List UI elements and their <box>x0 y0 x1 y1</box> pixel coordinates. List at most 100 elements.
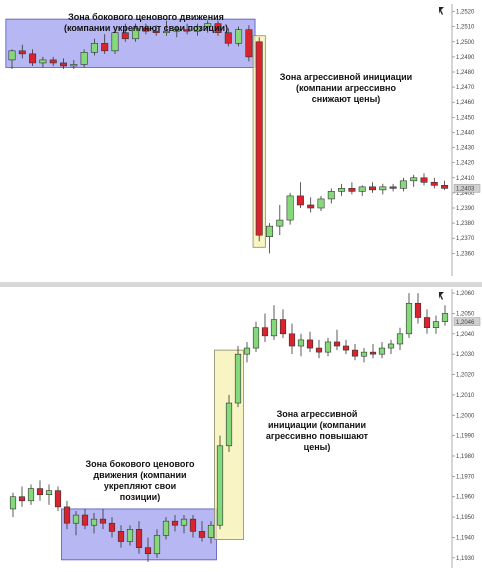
price-tick-label: 1,2400 <box>456 191 475 197</box>
candle-body <box>245 29 253 58</box>
price-tick-label: 1,1970 <box>456 474 475 480</box>
candle-body <box>101 42 109 52</box>
current-price-label: 1,2046 <box>456 320 475 326</box>
price-tick-label: 1,2520 <box>456 10 475 16</box>
candle-body <box>153 535 161 555</box>
candle-body <box>441 185 449 189</box>
candle-body <box>111 32 119 52</box>
candle-body <box>225 402 233 447</box>
candle-body <box>378 347 386 355</box>
candle-body <box>270 319 278 337</box>
price-tick-label: 1,1940 <box>456 535 475 541</box>
candle-body <box>81 514 89 526</box>
candle-body <box>432 321 440 328</box>
price-tick-label: 1,1950 <box>456 515 475 521</box>
candle-body <box>307 204 315 209</box>
candle-body <box>198 531 206 538</box>
annotation-text: (компании агрессивно <box>296 83 397 93</box>
candle-body <box>144 547 152 555</box>
candle-body <box>8 50 16 61</box>
candle-body <box>252 327 260 349</box>
candle-body <box>405 302 413 335</box>
price-tick-label: 1,2040 <box>456 332 475 338</box>
annotation-text: движения (компании <box>93 470 186 480</box>
annotation-text: позиции) <box>120 492 160 502</box>
candlestick-chart-2: 1,2060 1,2050 1,2040 1,2030 1,2020 1,2010 1,20… <box>9 289 481 568</box>
candle-body <box>135 529 143 548</box>
annotation-text: агрессивно повышают <box>266 431 369 441</box>
candle-body <box>39 59 47 64</box>
candle-body <box>180 518 188 526</box>
price-tick-label: 1,2450 <box>456 115 475 121</box>
annotation-text: Зона бокового ценового движения <box>68 12 224 22</box>
candle-body <box>317 198 325 209</box>
price-tick-label: 1,2510 <box>456 25 475 31</box>
candle-body <box>342 345 350 351</box>
candle-body <box>389 186 397 189</box>
candle-body <box>360 351 368 357</box>
price-tick-label: 1,1930 <box>456 556 475 562</box>
price-tick-label: 1,2000 <box>456 413 475 419</box>
candle-body <box>204 23 212 27</box>
candle-body <box>126 529 134 542</box>
candle-body <box>399 180 407 189</box>
candle-body <box>45 490 53 495</box>
candle-body <box>36 488 44 495</box>
price-tick-label: 1,2410 <box>456 176 475 182</box>
candle-body <box>315 347 323 353</box>
annotation-text: (компании укрепляют свои позиции) <box>64 23 228 33</box>
candle-body <box>396 333 404 345</box>
annotation-text: укрепляют свои <box>104 481 176 491</box>
price-tick-label: 1,2430 <box>456 146 475 152</box>
candle-body <box>9 496 17 510</box>
candle-body <box>18 50 26 55</box>
annotation-text: Зона агрессивной инициации <box>280 72 412 82</box>
candle-body <box>358 186 366 192</box>
price-tick-label: 1,2060 <box>456 291 475 297</box>
candle-body <box>18 496 26 502</box>
candle-body <box>414 302 422 318</box>
candle-body <box>420 177 428 183</box>
candle-body <box>49 59 57 64</box>
candle-body <box>369 186 376 191</box>
candle-body <box>173 29 181 32</box>
price-tick-label: 1,1990 <box>456 434 475 440</box>
candle-body <box>324 341 332 353</box>
candle-body <box>387 343 395 349</box>
candle-body <box>142 27 150 32</box>
candle-body <box>108 522 116 532</box>
cursor-icon <box>439 292 444 300</box>
candle-body <box>276 219 284 227</box>
candle-body <box>70 64 78 67</box>
candle-body <box>234 353 242 404</box>
candle-body <box>266 225 273 238</box>
candle-body <box>63 506 71 524</box>
candle-body <box>243 347 251 355</box>
candle-body <box>235 29 243 44</box>
price-tick-label: 1,2460 <box>456 100 475 106</box>
candle-body <box>117 531 125 542</box>
candle-body <box>163 30 170 34</box>
annotation-text: Зона агрессивной <box>277 409 358 419</box>
price-tick-label: 1,2050 <box>456 311 475 317</box>
candle-body <box>297 339 305 347</box>
price-tick-label: 1,2380 <box>456 221 475 227</box>
price-tick-label: 1,1980 <box>456 454 475 460</box>
annotation-text: цены) <box>304 442 331 452</box>
annotation-text: инициации (компании <box>268 420 366 430</box>
price-tick-label: 1,2360 <box>456 251 475 257</box>
current-price-marker <box>453 317 481 326</box>
candle-body <box>216 445 224 526</box>
candle-body <box>162 520 170 536</box>
candle-body <box>441 313 449 322</box>
candle-body <box>90 518 98 526</box>
price-tick-label: 1,2420 <box>456 161 475 167</box>
chart-separator <box>0 282 482 287</box>
candle-body <box>423 317 431 328</box>
candle-body <box>90 42 98 53</box>
candle-body <box>99 518 107 524</box>
candle-body <box>80 52 88 65</box>
candle-body <box>379 186 387 191</box>
candle-body <box>214 23 222 34</box>
candle-body <box>183 29 191 32</box>
